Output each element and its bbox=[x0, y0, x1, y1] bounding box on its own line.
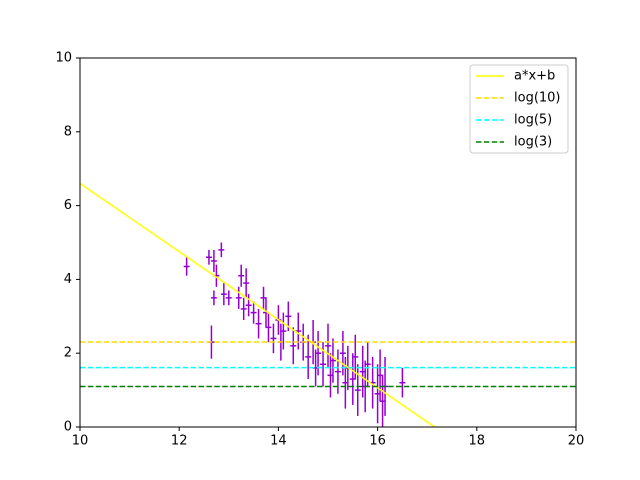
legend-label: a*x+b bbox=[514, 69, 555, 84]
y-tick-label: 8 bbox=[64, 124, 72, 139]
legend-label: log(10) bbox=[514, 91, 561, 106]
legend-label: log(5) bbox=[514, 113, 552, 128]
y-tick-label: 6 bbox=[64, 198, 72, 213]
x-tick-label: 10 bbox=[72, 434, 89, 449]
y-tick-label: 2 bbox=[64, 346, 72, 361]
line bbox=[80, 182, 436, 427]
x-tick-label: 18 bbox=[469, 434, 486, 449]
plot-area bbox=[80, 182, 576, 427]
y-tick-label: 4 bbox=[64, 272, 72, 287]
x-tick-label: 14 bbox=[270, 434, 287, 449]
y-tick-label: 0 bbox=[64, 420, 72, 435]
x-tick-label: 16 bbox=[369, 434, 386, 449]
axes-frame bbox=[79, 57, 577, 428]
x-tick-label: 20 bbox=[568, 434, 585, 449]
x-tick-label: 12 bbox=[171, 434, 188, 449]
y-tick-label: 10 bbox=[55, 51, 72, 66]
legend-box bbox=[469, 64, 569, 154]
legend-label: log(3) bbox=[514, 135, 552, 150]
